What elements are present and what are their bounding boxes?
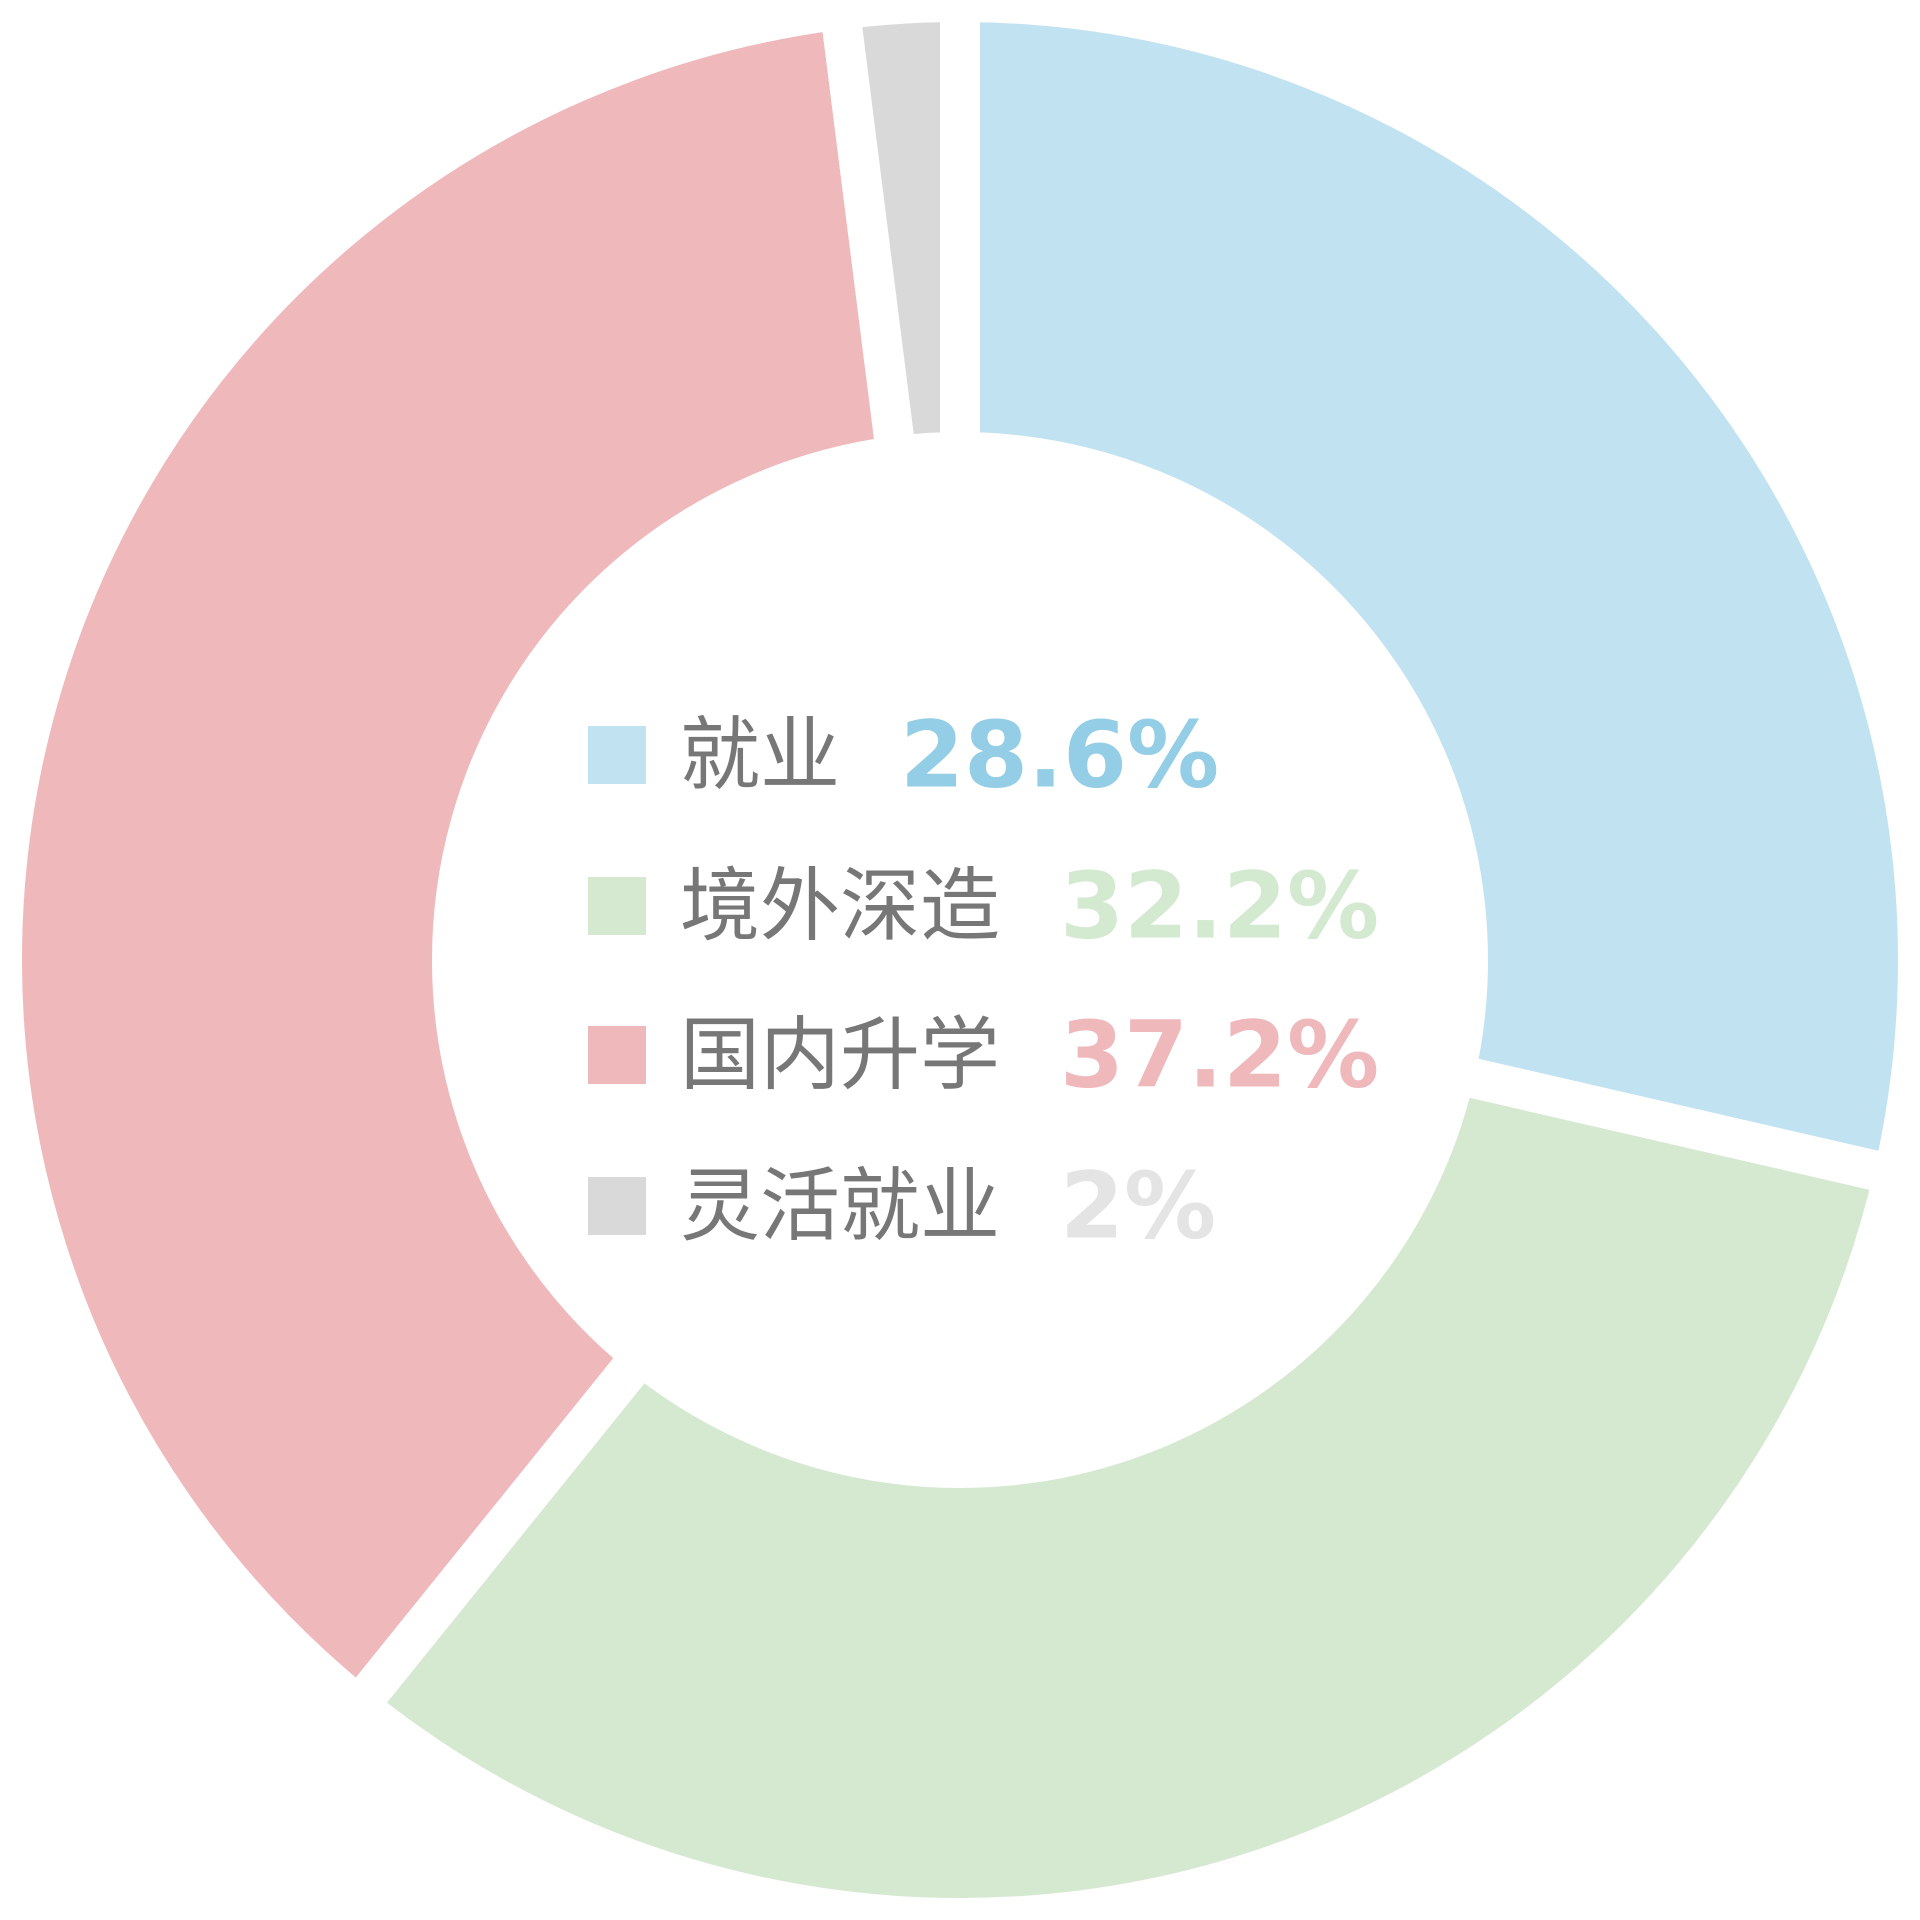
legend-label: 就业 (680, 709, 840, 802)
donut-segment (940, 0, 1920, 1199)
donut-segment (330, 1049, 1918, 1920)
value-label: 37.2% (1060, 1002, 1379, 1109)
legend-swatch (588, 726, 646, 784)
legend-swatch (588, 1177, 646, 1235)
donut-segment (0, 0, 919, 1734)
donut-segment (818, 0, 980, 479)
legend-swatch (588, 877, 646, 935)
value-label: 28.6% (900, 702, 1219, 809)
legend-label: 灵活就业 (680, 1160, 1000, 1253)
legend-label: 国内升学 (680, 1009, 1000, 1102)
legend-swatch (588, 1026, 646, 1084)
value-label: 2% (1060, 1153, 1216, 1260)
legend-label: 境外深造 (680, 860, 1000, 953)
value-label: 32.2% (1060, 853, 1379, 960)
